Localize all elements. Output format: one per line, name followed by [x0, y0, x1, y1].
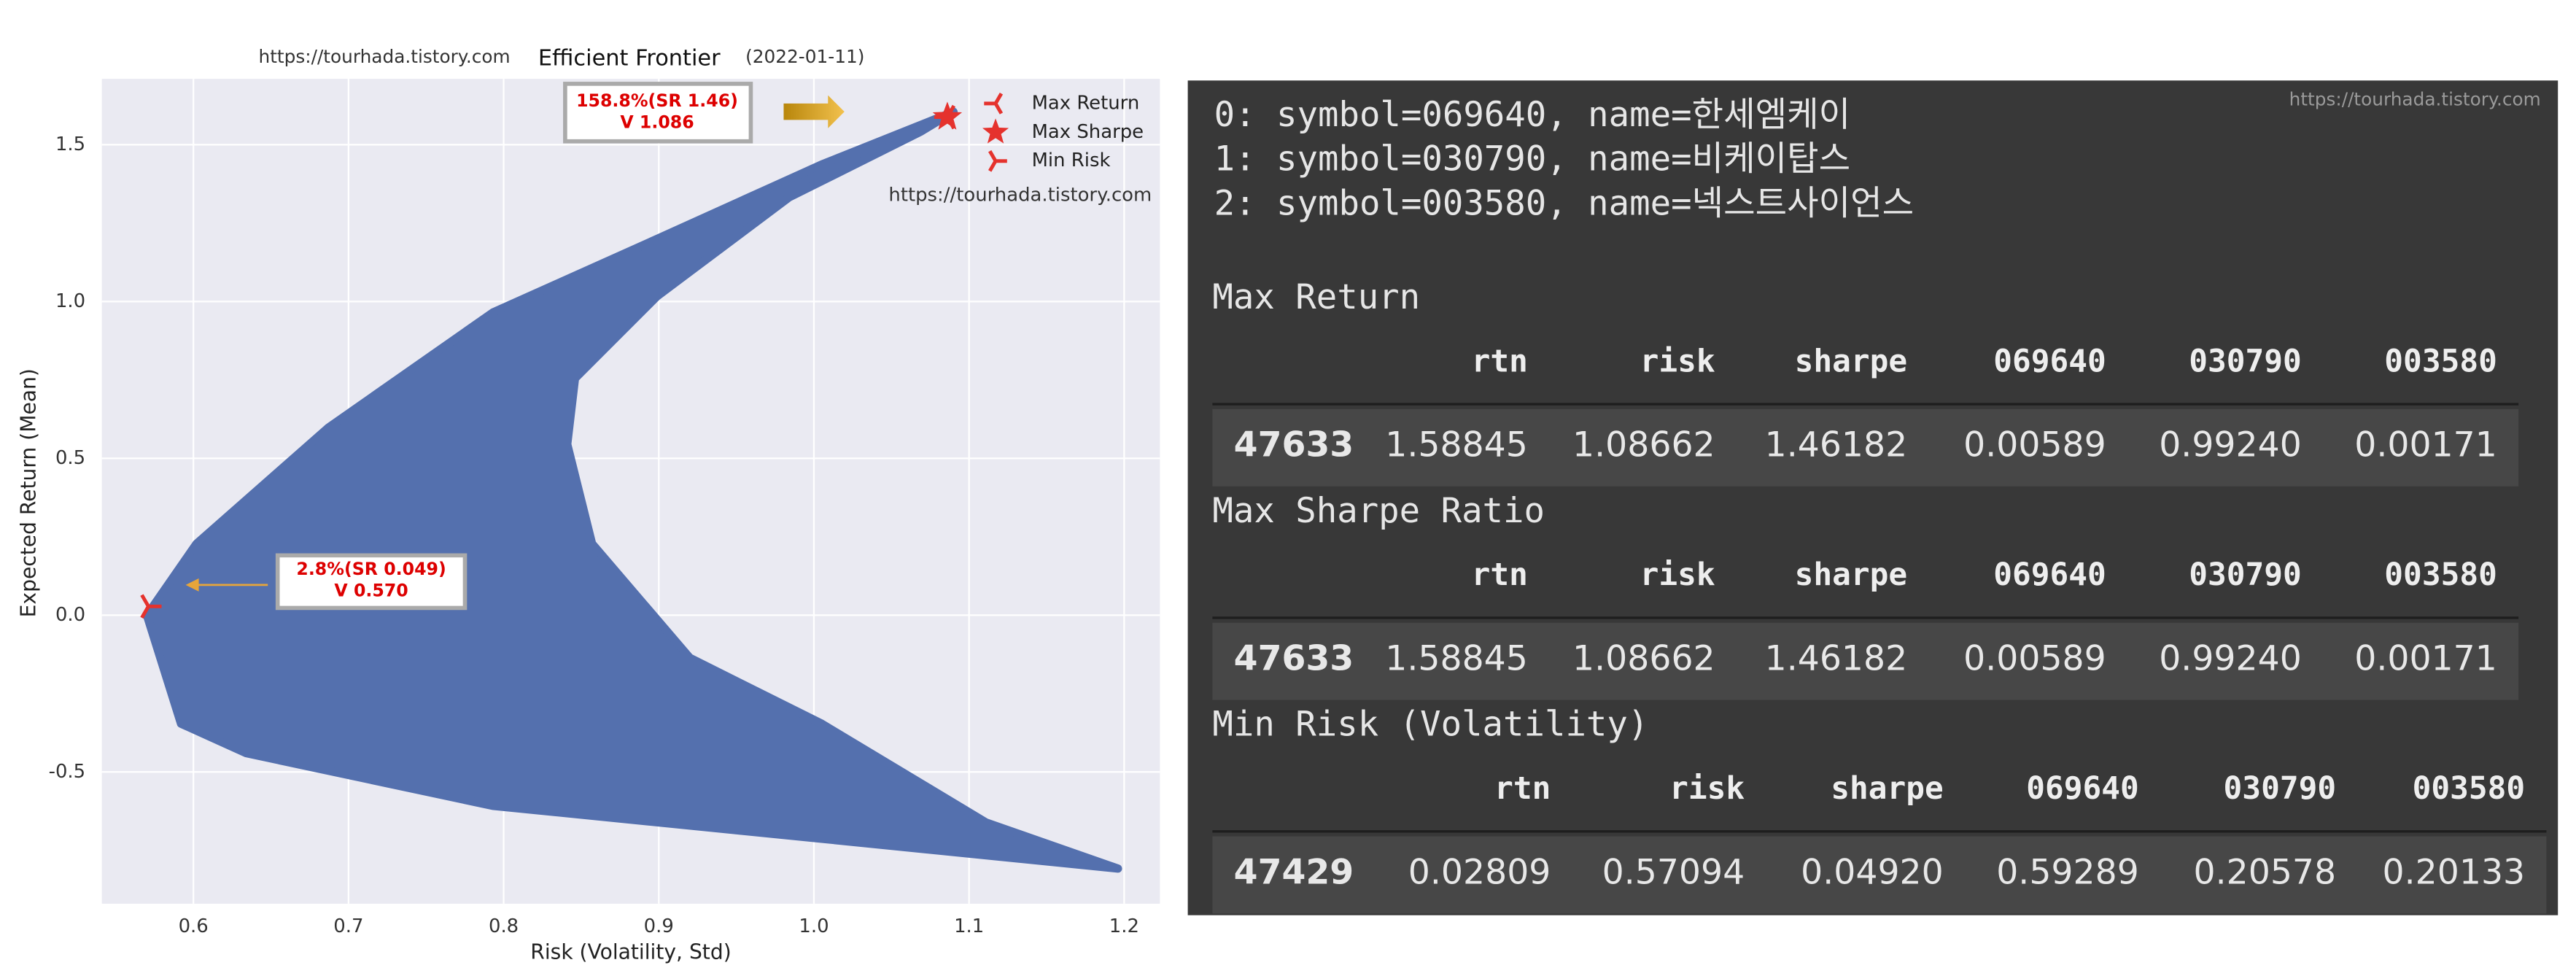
annotation-text: 2.8%(SR 0.049) [296, 559, 446, 579]
column-header: 069640 [1993, 557, 2106, 593]
column-header: 003580 [2384, 343, 2497, 379]
table-cell: 0.57094 [1602, 852, 1745, 892]
table-cell: 1.46182 [1765, 639, 1908, 679]
x-axis-label: Risk (Volatility, Std) [530, 940, 731, 964]
column-header: 003580 [2413, 770, 2526, 807]
column-header: 030790 [2189, 343, 2302, 379]
table-row [1212, 408, 2519, 487]
x-tick-label: 1.2 [1109, 915, 1139, 937]
annotation-text: V 1.086 [620, 112, 694, 132]
table-cell: 1.46182 [1765, 425, 1908, 465]
legend-label: Max Sharpe [1032, 121, 1144, 143]
column-header: rtn [1494, 770, 1551, 807]
column-header: 030790 [2189, 557, 2302, 593]
column-header: sharpe [1795, 557, 1908, 593]
row-index: 47429 [1234, 852, 1354, 892]
table-row [1212, 836, 2547, 914]
column-header: rtn [1472, 557, 1528, 593]
annotation-box [275, 553, 468, 611]
marker [140, 594, 162, 619]
annotation-arrow-head [185, 578, 199, 592]
annotation-box [563, 82, 753, 144]
x-tick-label: 0.6 [179, 915, 209, 937]
table-title: Max Return [1212, 277, 1420, 317]
table-cell: 0.00589 [1963, 425, 2106, 465]
plot [140, 101, 1122, 873]
output-line: 2: symbol=003580, name=넥스트사이언스 [1214, 184, 1914, 224]
y-tick-label: 0.0 [55, 604, 85, 626]
table-cell: 1.08662 [1572, 425, 1715, 465]
table-cell: 0.20578 [2194, 852, 2337, 892]
row-index: 47633 [1234, 425, 1354, 465]
y-tick-label: 1.0 [55, 290, 85, 312]
column-header: rtn [1472, 343, 1528, 379]
legend-marker [988, 150, 1007, 172]
marker [932, 101, 963, 130]
table-cell: 0.02809 [1408, 852, 1551, 892]
x-tick-label: 1.0 [799, 915, 829, 937]
watermark: https://tourhada.tistory.com [888, 185, 1152, 206]
watermark: https://tourhada.tistory.com [2289, 88, 2541, 109]
y-tick-label: -0.5 [49, 761, 86, 783]
table-cell: 0.99240 [2159, 425, 2302, 465]
table-row [1212, 622, 2519, 700]
x-tick-label: 0.8 [489, 915, 519, 937]
chart-subtitle: (2022-01-11) [745, 46, 864, 67]
table-cell: 0.00171 [2354, 639, 2497, 679]
x-tick-label: 0.9 [644, 915, 674, 937]
legend-marker [984, 93, 1004, 115]
table-cell: 0.00171 [2354, 425, 2497, 465]
table-cell: 0.99240 [2159, 639, 2302, 679]
portfolio-cloud [142, 107, 1122, 873]
x-tick-label: 0.7 [333, 915, 363, 937]
table-title: Min Risk (Volatility) [1212, 705, 1648, 745]
y-tick-label: 1.5 [55, 133, 85, 155]
chart-title: Efficient Frontier [538, 46, 721, 71]
output-line: 1: symbol=030790, name=비케이탑스 [1214, 139, 1850, 179]
annotation-text: 158.8%(SR 1.46) [576, 90, 738, 111]
column-header: 030790 [2224, 770, 2337, 807]
annotation-text: V 0.570 [334, 580, 408, 600]
watermark: https://tourhada.tistory.com [259, 46, 511, 67]
y-axis-label: Expected Return (Mean) [17, 368, 41, 617]
table-cell: 1.58845 [1385, 639, 1528, 679]
table-title: Max Sharpe Ratio [1212, 491, 1545, 531]
table-cell: 0.04920 [1801, 852, 1944, 892]
x-tick-label: 1.1 [954, 915, 984, 937]
column-header: risk [1669, 770, 1745, 807]
legend: Max Return Max Sharpe Min Risk [982, 92, 1144, 172]
column-header: risk [1640, 557, 1715, 593]
legend-marker [982, 118, 1009, 144]
column-header: risk [1640, 343, 1715, 379]
column-header: 069640 [2026, 770, 2139, 807]
column-header: sharpe [1795, 343, 1908, 379]
table-cell: 0.20133 [2383, 852, 2526, 892]
row-index: 47633 [1234, 639, 1354, 679]
table-cell: 1.08662 [1572, 639, 1715, 679]
table-cell: 0.59289 [1996, 852, 2139, 892]
notebook-output [1187, 80, 2558, 915]
column-header: 003580 [2384, 557, 2497, 593]
output-line: 0: symbol=069640, name=한세엠케이 [1214, 95, 1850, 135]
legend-label: Min Risk [1032, 150, 1111, 171]
y-tick-label: 0.5 [55, 447, 85, 469]
table-cell: 0.00589 [1963, 639, 2106, 679]
table-cell: 1.58845 [1385, 425, 1528, 465]
column-header: 069640 [1993, 343, 2106, 379]
column-header: sharpe [1831, 770, 1944, 807]
legend-label: Max Return [1032, 92, 1140, 114]
